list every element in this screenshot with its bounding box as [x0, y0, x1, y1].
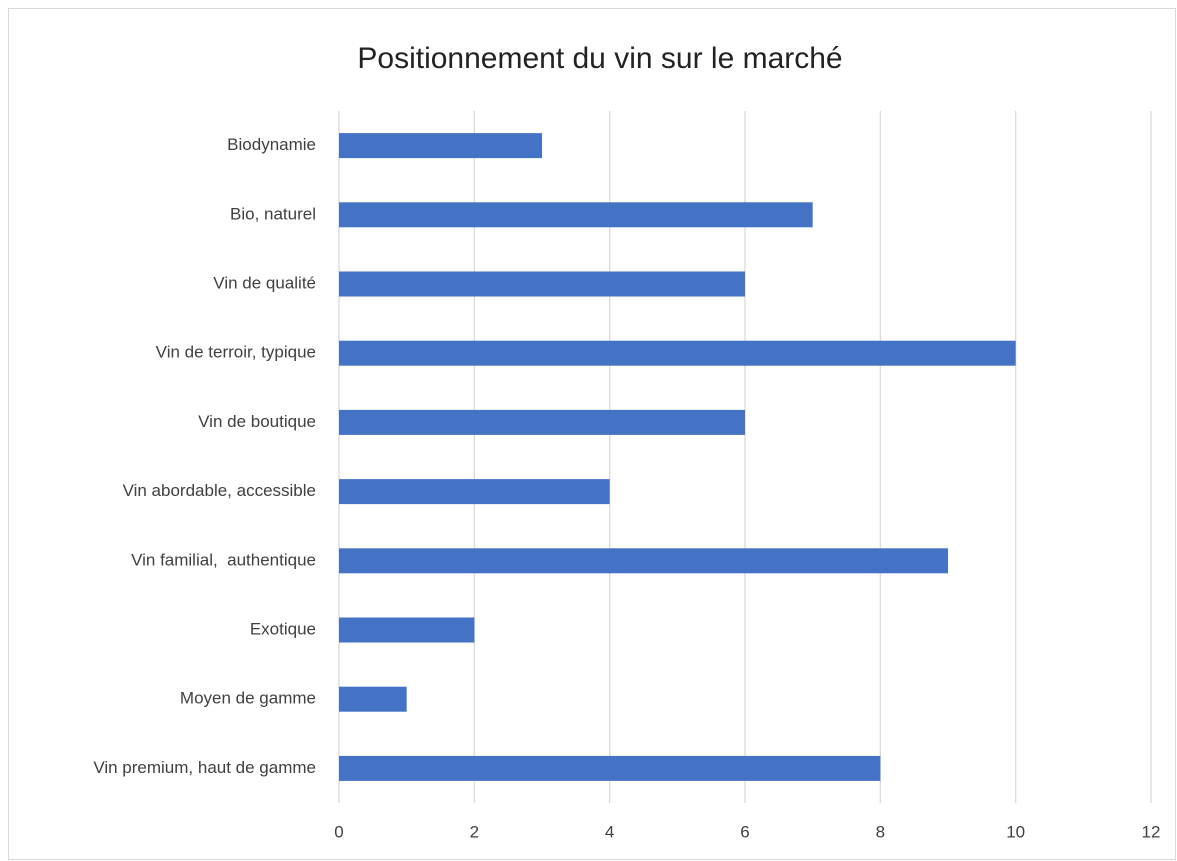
bar	[339, 548, 948, 574]
bar	[339, 617, 475, 643]
bar	[339, 202, 813, 228]
y-tick-label: Vin de terroir, typique	[156, 343, 316, 362]
bar	[339, 686, 407, 712]
y-tick-label: Bio, naturel	[230, 204, 316, 223]
x-tick-label: 12	[1142, 822, 1161, 841]
y-tick-label: Vin de boutique	[198, 412, 316, 431]
y-tick-label: Vin premium, haut de gamme	[93, 758, 316, 777]
y-tick-label: Vin familial, authentique	[131, 550, 316, 569]
bar	[339, 409, 745, 435]
x-tick-label: 10	[1006, 822, 1025, 841]
x-tick-label: 2	[470, 822, 479, 841]
y-tick-label: Vin de qualité	[213, 273, 316, 292]
bar	[339, 271, 745, 297]
bar	[339, 479, 610, 505]
x-tick-label: 0	[334, 822, 343, 841]
y-tick-label: Exotique	[250, 619, 316, 638]
x-tick-label: 8	[876, 822, 885, 841]
bar	[339, 755, 881, 781]
x-tick-label: 4	[605, 822, 614, 841]
bar	[339, 133, 542, 159]
bar	[339, 340, 1016, 366]
chart-title: Positionnement du vin sur le marché	[357, 42, 842, 75]
x-tick-label: 6	[740, 822, 749, 841]
y-tick-label: Vin abordable, accessible	[123, 481, 316, 500]
y-tick-label: Biodynamie	[227, 135, 316, 154]
y-tick-label: Moyen de gamme	[180, 689, 316, 708]
